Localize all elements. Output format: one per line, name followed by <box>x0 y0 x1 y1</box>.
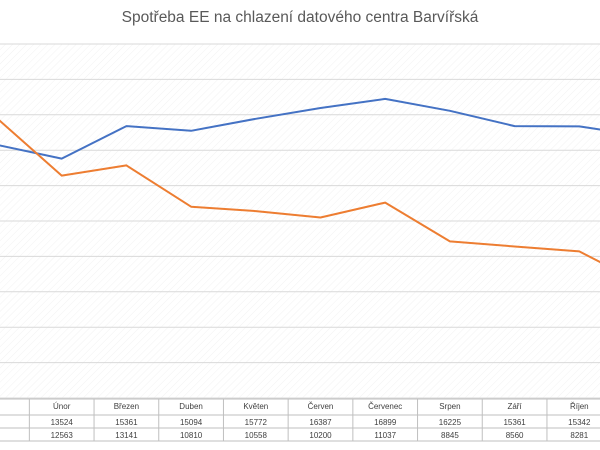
table-value: 10558 <box>245 431 268 440</box>
category-label: Únor <box>53 402 71 411</box>
table-value: 11037 <box>374 431 396 440</box>
table-value: 15361 <box>115 418 138 427</box>
table-value: 16387 <box>309 418 332 427</box>
category-label: Srpen <box>439 402 460 411</box>
table-value: 16225 <box>439 418 462 427</box>
table-value: 8281 <box>570 431 588 440</box>
table-value: 15094 <box>180 418 203 427</box>
table-value: 12563 <box>51 431 74 440</box>
series-line-2 <box>0 119 600 264</box>
table-value: 15342 <box>568 418 591 427</box>
series-line-1 <box>0 97 600 160</box>
series-layer <box>0 97 600 264</box>
table-value: 15361 <box>503 418 526 427</box>
table-value: 15772 <box>245 418 268 427</box>
table-value: 8845 <box>441 431 459 440</box>
gridlines <box>0 43 600 399</box>
table-value: 10200 <box>309 431 332 440</box>
category-label: Duben <box>179 402 203 411</box>
category-label: Červenec <box>368 402 402 411</box>
category-label: Září <box>507 402 522 411</box>
category-label: Květen <box>243 402 268 411</box>
chart-title: Spotřeba EE na chlazení datového centra … <box>121 9 479 26</box>
table-value: 16899 <box>374 418 397 427</box>
data-table: Únor Březen Duben Květen Červen Červenec Srpen… <box>0 398 600 442</box>
category-label: Říjen <box>570 402 589 411</box>
table-value: 13141 <box>115 431 138 440</box>
category-label: Březen <box>114 402 139 411</box>
table-value: 8560 <box>506 431 524 440</box>
category-label: Červen <box>308 402 334 411</box>
table-value: 13524 <box>51 418 74 427</box>
table-value: 10810 <box>180 431 203 440</box>
